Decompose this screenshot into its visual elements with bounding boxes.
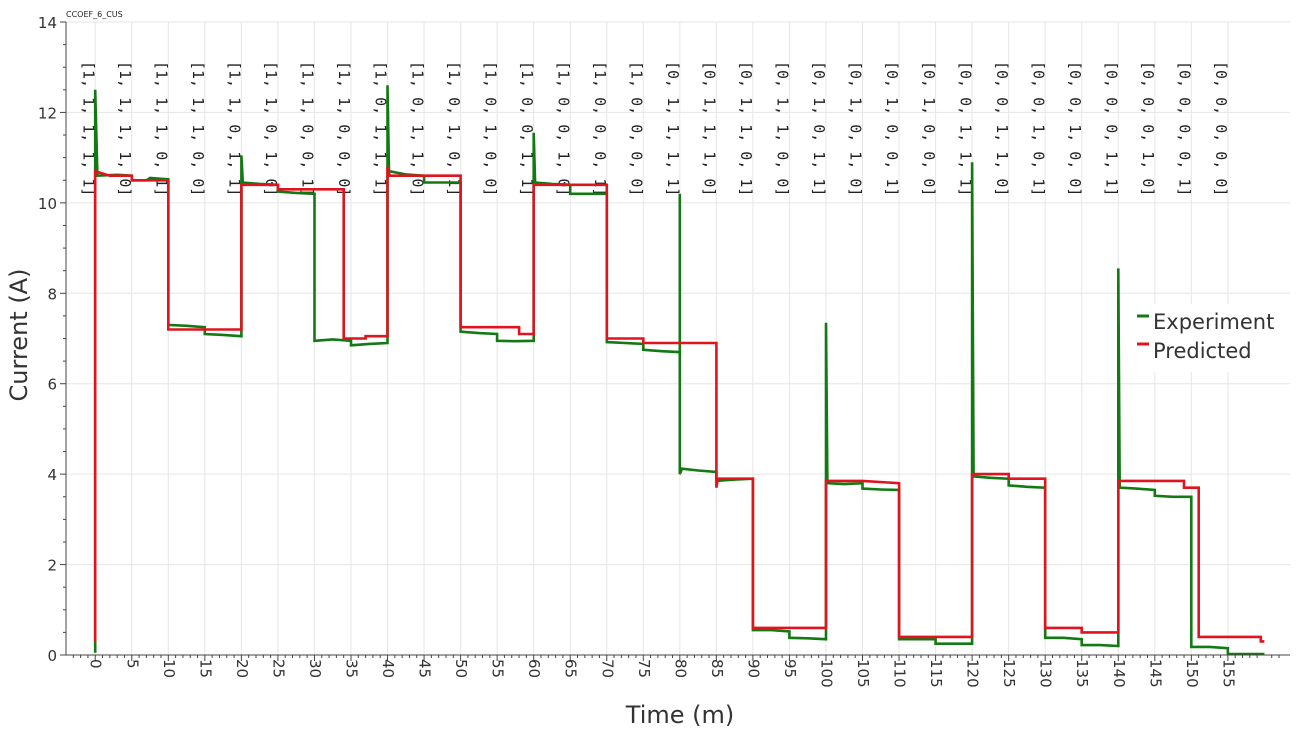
y-tick-label: 8 <box>47 285 57 303</box>
state-label: [1, 0, 0, 0, 1] <box>591 61 609 196</box>
state-label: [0, 1, 0, 0, 1] <box>883 61 901 196</box>
state-label: [0, 1, 0, 1, 0] <box>847 61 865 196</box>
chart-title: CCOEF_6_CUS <box>66 10 123 19</box>
state-label: [0, 1, 1, 0, 0] <box>774 61 792 196</box>
x-tick-label: 0 <box>87 659 105 669</box>
state-label: [1, 1, 0, 0, 0] <box>335 61 353 196</box>
x-tick-label: 155 <box>1219 659 1237 688</box>
state-label: [1, 1, 1, 1, 0] <box>116 61 134 196</box>
x-tick-label: 100 <box>817 659 835 688</box>
state-label: [1, 0, 1, 1, 0] <box>408 61 426 196</box>
state-label: [1, 0, 0, 1, 1] <box>518 61 536 196</box>
y-axis-label: Current (A) <box>5 269 33 402</box>
state-label: [0, 0, 0, 1, 0] <box>1139 61 1157 196</box>
state-label: [0, 1, 1, 1, 0] <box>701 61 719 196</box>
x-tick-label: 105 <box>854 659 872 688</box>
state-label: [1, 1, 1, 0, 1] <box>152 61 170 196</box>
state-label: [1, 1, 0, 1, 1] <box>226 61 244 196</box>
state-label: [0, 1, 1, 1, 1] <box>664 61 682 196</box>
x-tick-label: 70 <box>598 659 616 678</box>
legend: Experiment Predicted <box>1132 304 1284 372</box>
state-label: [0, 0, 0, 1, 1] <box>1102 61 1120 196</box>
x-tick-label: 40 <box>379 659 397 678</box>
x-tick-label: 140 <box>1110 659 1128 688</box>
y-tick-label: 14 <box>38 14 57 32</box>
state-label: [0, 0, 0, 0, 0] <box>1212 61 1230 196</box>
state-label: [1, 1, 0, 1, 0] <box>262 61 280 196</box>
legend-entry-experiment: Experiment <box>1153 310 1274 334</box>
state-label: [0, 1, 0, 1, 1] <box>810 61 828 196</box>
y-tick-label: 6 <box>47 376 57 394</box>
state-label: [0, 0, 1, 1, 0] <box>993 61 1011 196</box>
x-tick-label: 55 <box>489 659 507 678</box>
state-label: [1, 0, 1, 1, 1] <box>372 61 390 196</box>
x-tick-label: 5 <box>123 659 141 669</box>
y-tick-label: 10 <box>38 195 57 213</box>
y-tick-label: 0 <box>47 647 57 665</box>
state-label: [1, 1, 0, 0, 1] <box>299 61 317 196</box>
y-tick-label: 4 <box>47 466 57 484</box>
x-tick-label: 60 <box>525 659 543 678</box>
y-tick-label: 12 <box>38 104 57 122</box>
x-tick-label: 15 <box>196 659 214 678</box>
state-label: [1, 0, 0, 1, 0] <box>554 61 572 196</box>
x-tick-label: 80 <box>671 659 689 678</box>
state-label: [0, 1, 1, 0, 1] <box>737 61 755 196</box>
x-tick-label: 85 <box>708 659 726 678</box>
y-tick-label: 2 <box>47 557 57 575</box>
x-tick-label: 35 <box>342 659 360 678</box>
state-label: [0, 0, 1, 0, 0] <box>1066 61 1084 196</box>
x-tick-label: 145 <box>1146 659 1164 688</box>
state-label: [1, 0, 1, 0, 1] <box>445 61 463 196</box>
legend-entry-predicted: Predicted <box>1153 339 1252 363</box>
x-tick-label: 125 <box>1000 659 1018 688</box>
x-tick-label: 20 <box>233 659 251 678</box>
series-lines <box>93 85 1265 656</box>
x-tick-label: 130 <box>1037 659 1055 688</box>
x-tick-label: 75 <box>635 659 653 678</box>
series-line-predicted <box>93 166 1265 643</box>
x-axis-label: Time (m) <box>625 701 734 729</box>
x-tick-label: 10 <box>160 659 178 678</box>
x-tick-label: 30 <box>306 659 324 678</box>
state-label: [0, 0, 0, 0, 1] <box>1176 61 1194 196</box>
x-tick-label: 45 <box>416 659 434 678</box>
x-tick-label: 150 <box>1183 659 1201 688</box>
x-tick-label: 110 <box>891 659 909 688</box>
x-tick-label: 65 <box>562 659 580 678</box>
legend-box <box>1132 304 1284 372</box>
state-label: [0, 1, 0, 0, 0] <box>920 61 938 196</box>
state-label: [1, 1, 1, 1, 1] <box>79 61 97 196</box>
state-label: [1, 1, 1, 0, 0] <box>189 61 207 196</box>
x-tick-label: 90 <box>744 659 762 678</box>
x-tick-label: 120 <box>964 659 982 688</box>
x-tick-label: 95 <box>781 659 799 678</box>
x-tick-label: 115 <box>927 659 945 688</box>
state-label: [1, 0, 1, 0, 0] <box>481 61 499 196</box>
state-label: [0, 0, 1, 0, 1] <box>1029 61 1047 196</box>
x-tick-label: 50 <box>452 659 470 678</box>
state-label: [1, 0, 0, 0, 0] <box>627 61 645 196</box>
state-labels: [1, 1, 1, 1, 1] [1, 1, 1, 1, 0] [1, 1, 1, … <box>79 61 1230 196</box>
state-label: [0, 0, 1, 1, 1] <box>956 61 974 196</box>
x-tick-label: 25 <box>269 659 287 678</box>
x-tick-label: 135 <box>1073 659 1091 688</box>
